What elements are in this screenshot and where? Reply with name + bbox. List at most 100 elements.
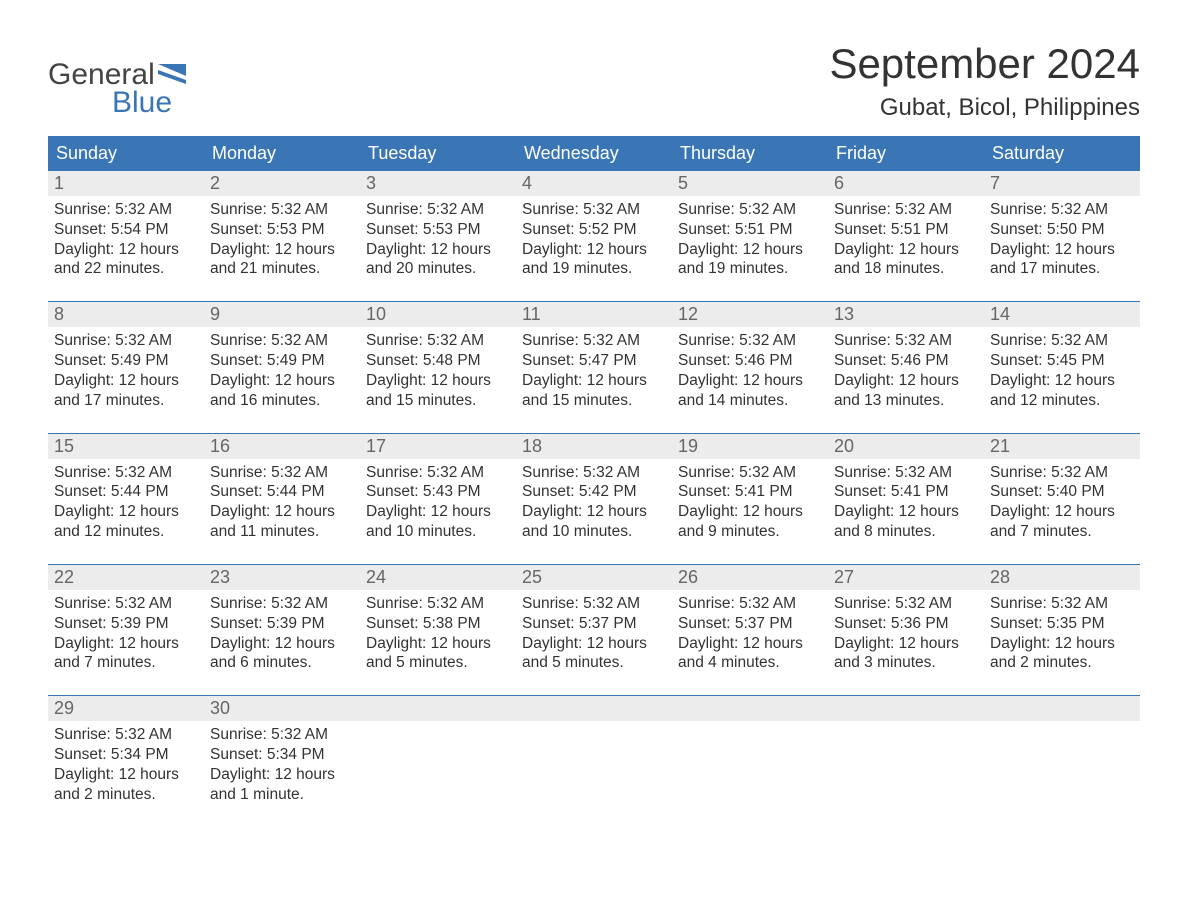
sunrise-line: Sunrise: 5:32 AM bbox=[210, 331, 354, 351]
daylight-line: Daylight: 12 hours and 4 minutes. bbox=[678, 634, 822, 674]
calendar-cell: 14Sunrise: 5:32 AMSunset: 5:45 PMDayligh… bbox=[984, 301, 1140, 432]
day-number: 9 bbox=[204, 302, 360, 327]
sunset-line: Sunset: 5:44 PM bbox=[210, 482, 354, 502]
day-number: 24 bbox=[360, 565, 516, 590]
day-number: . bbox=[984, 696, 1140, 721]
daylight-line: Daylight: 12 hours and 17 minutes. bbox=[54, 371, 198, 411]
calendar-cell: 3Sunrise: 5:32 AMSunset: 5:53 PMDaylight… bbox=[360, 170, 516, 301]
sunset-line: Sunset: 5:41 PM bbox=[678, 482, 822, 502]
daylight-line: Daylight: 12 hours and 16 minutes. bbox=[210, 371, 354, 411]
month-title: September 2024 bbox=[829, 40, 1140, 88]
sunrise-line: Sunrise: 5:32 AM bbox=[210, 463, 354, 483]
day-number: 25 bbox=[516, 565, 672, 590]
daylight-line: Daylight: 12 hours and 22 minutes. bbox=[54, 240, 198, 280]
daylight-line: Daylight: 12 hours and 3 minutes. bbox=[834, 634, 978, 674]
day-number: 27 bbox=[828, 565, 984, 590]
sunset-line: Sunset: 5:47 PM bbox=[522, 351, 666, 371]
calendar-cell: 27Sunrise: 5:32 AMSunset: 5:36 PMDayligh… bbox=[828, 564, 984, 695]
day-number: 12 bbox=[672, 302, 828, 327]
daylight-line: Daylight: 12 hours and 2 minutes. bbox=[990, 634, 1134, 674]
day-info: Sunrise: 5:32 AMSunset: 5:50 PMDaylight:… bbox=[984, 196, 1140, 279]
day-number: . bbox=[360, 696, 516, 721]
calendar-cell: . bbox=[360, 695, 516, 826]
sunrise-line: Sunrise: 5:32 AM bbox=[990, 463, 1134, 483]
day-info: Sunrise: 5:32 AMSunset: 5:52 PMDaylight:… bbox=[516, 196, 672, 279]
day-info: Sunrise: 5:32 AMSunset: 5:51 PMDaylight:… bbox=[828, 196, 984, 279]
sunset-line: Sunset: 5:46 PM bbox=[834, 351, 978, 371]
weekday-header: Thursday bbox=[672, 136, 828, 170]
calendar-cell: 1Sunrise: 5:32 AMSunset: 5:54 PMDaylight… bbox=[48, 170, 204, 301]
weekday-header: Saturday bbox=[984, 136, 1140, 170]
day-number: 2 bbox=[204, 171, 360, 196]
sunset-line: Sunset: 5:35 PM bbox=[990, 614, 1134, 634]
sunrise-line: Sunrise: 5:32 AM bbox=[834, 463, 978, 483]
sunset-line: Sunset: 5:42 PM bbox=[522, 482, 666, 502]
day-number: 21 bbox=[984, 434, 1140, 459]
daylight-line: Daylight: 12 hours and 12 minutes. bbox=[990, 371, 1134, 411]
day-number: 8 bbox=[48, 302, 204, 327]
day-info: Sunrise: 5:32 AMSunset: 5:38 PMDaylight:… bbox=[360, 590, 516, 673]
sunset-line: Sunset: 5:53 PM bbox=[366, 220, 510, 240]
day-info: Sunrise: 5:32 AMSunset: 5:45 PMDaylight:… bbox=[984, 327, 1140, 410]
day-number: 23 bbox=[204, 565, 360, 590]
sunset-line: Sunset: 5:50 PM bbox=[990, 220, 1134, 240]
sunrise-line: Sunrise: 5:32 AM bbox=[54, 594, 198, 614]
day-number: 16 bbox=[204, 434, 360, 459]
day-number: 13 bbox=[828, 302, 984, 327]
day-number: 10 bbox=[360, 302, 516, 327]
calendar-cell: 20Sunrise: 5:32 AMSunset: 5:41 PMDayligh… bbox=[828, 433, 984, 564]
day-info: Sunrise: 5:32 AMSunset: 5:49 PMDaylight:… bbox=[48, 327, 204, 410]
daylight-line: Daylight: 12 hours and 15 minutes. bbox=[522, 371, 666, 411]
daylight-line: Daylight: 12 hours and 18 minutes. bbox=[834, 240, 978, 280]
sunset-line: Sunset: 5:54 PM bbox=[54, 220, 198, 240]
calendar-cell: 23Sunrise: 5:32 AMSunset: 5:39 PMDayligh… bbox=[204, 564, 360, 695]
weekday-header: Tuesday bbox=[360, 136, 516, 170]
daylight-line: Daylight: 12 hours and 15 minutes. bbox=[366, 371, 510, 411]
weekday-header: Wednesday bbox=[516, 136, 672, 170]
calendar-cell: 9Sunrise: 5:32 AMSunset: 5:49 PMDaylight… bbox=[204, 301, 360, 432]
daylight-line: Daylight: 12 hours and 5 minutes. bbox=[522, 634, 666, 674]
calendar-cell: 8Sunrise: 5:32 AMSunset: 5:49 PMDaylight… bbox=[48, 301, 204, 432]
sunrise-line: Sunrise: 5:32 AM bbox=[54, 725, 198, 745]
day-number: 1 bbox=[48, 171, 204, 196]
calendar-cell: 21Sunrise: 5:32 AMSunset: 5:40 PMDayligh… bbox=[984, 433, 1140, 564]
calendar-cell: 10Sunrise: 5:32 AMSunset: 5:48 PMDayligh… bbox=[360, 301, 516, 432]
day-info: Sunrise: 5:32 AMSunset: 5:41 PMDaylight:… bbox=[828, 459, 984, 542]
daylight-line: Daylight: 12 hours and 5 minutes. bbox=[366, 634, 510, 674]
page-header: General Blue September 2024 Gubat, Bicol… bbox=[48, 40, 1140, 122]
sunrise-line: Sunrise: 5:32 AM bbox=[834, 200, 978, 220]
day-number: 20 bbox=[828, 434, 984, 459]
day-info: Sunrise: 5:32 AMSunset: 5:43 PMDaylight:… bbox=[360, 459, 516, 542]
day-info: Sunrise: 5:32 AMSunset: 5:36 PMDaylight:… bbox=[828, 590, 984, 673]
sunrise-line: Sunrise: 5:32 AM bbox=[54, 463, 198, 483]
calendar-cell: 18Sunrise: 5:32 AMSunset: 5:42 PMDayligh… bbox=[516, 433, 672, 564]
daylight-line: Daylight: 12 hours and 13 minutes. bbox=[834, 371, 978, 411]
day-info: Sunrise: 5:32 AMSunset: 5:42 PMDaylight:… bbox=[516, 459, 672, 542]
day-info: Sunrise: 5:32 AMSunset: 5:41 PMDaylight:… bbox=[672, 459, 828, 542]
calendar-cell: 12Sunrise: 5:32 AMSunset: 5:46 PMDayligh… bbox=[672, 301, 828, 432]
calendar-cell: 30Sunrise: 5:32 AMSunset: 5:34 PMDayligh… bbox=[204, 695, 360, 826]
sunset-line: Sunset: 5:41 PM bbox=[834, 482, 978, 502]
logo-text-blue: Blue bbox=[112, 86, 186, 120]
sunset-line: Sunset: 5:40 PM bbox=[990, 482, 1134, 502]
daylight-line: Daylight: 12 hours and 6 minutes. bbox=[210, 634, 354, 674]
daylight-line: Daylight: 12 hours and 9 minutes. bbox=[678, 502, 822, 542]
day-number: 26 bbox=[672, 565, 828, 590]
day-info: Sunrise: 5:32 AMSunset: 5:39 PMDaylight:… bbox=[204, 590, 360, 673]
calendar-cell: 28Sunrise: 5:32 AMSunset: 5:35 PMDayligh… bbox=[984, 564, 1140, 695]
calendar-cell: 5Sunrise: 5:32 AMSunset: 5:51 PMDaylight… bbox=[672, 170, 828, 301]
day-info: Sunrise: 5:32 AMSunset: 5:47 PMDaylight:… bbox=[516, 327, 672, 410]
sunset-line: Sunset: 5:34 PM bbox=[210, 745, 354, 765]
calendar-cell: 15Sunrise: 5:32 AMSunset: 5:44 PMDayligh… bbox=[48, 433, 204, 564]
daylight-line: Daylight: 12 hours and 10 minutes. bbox=[366, 502, 510, 542]
daylight-line: Daylight: 12 hours and 21 minutes. bbox=[210, 240, 354, 280]
calendar-cell: . bbox=[828, 695, 984, 826]
sunset-line: Sunset: 5:46 PM bbox=[678, 351, 822, 371]
day-info: Sunrise: 5:32 AMSunset: 5:44 PMDaylight:… bbox=[48, 459, 204, 542]
sunrise-line: Sunrise: 5:32 AM bbox=[678, 463, 822, 483]
calendar-cell: 29Sunrise: 5:32 AMSunset: 5:34 PMDayligh… bbox=[48, 695, 204, 826]
sunrise-line: Sunrise: 5:32 AM bbox=[522, 463, 666, 483]
weekday-header: Sunday bbox=[48, 136, 204, 170]
sunrise-line: Sunrise: 5:32 AM bbox=[210, 725, 354, 745]
sunrise-line: Sunrise: 5:32 AM bbox=[990, 331, 1134, 351]
